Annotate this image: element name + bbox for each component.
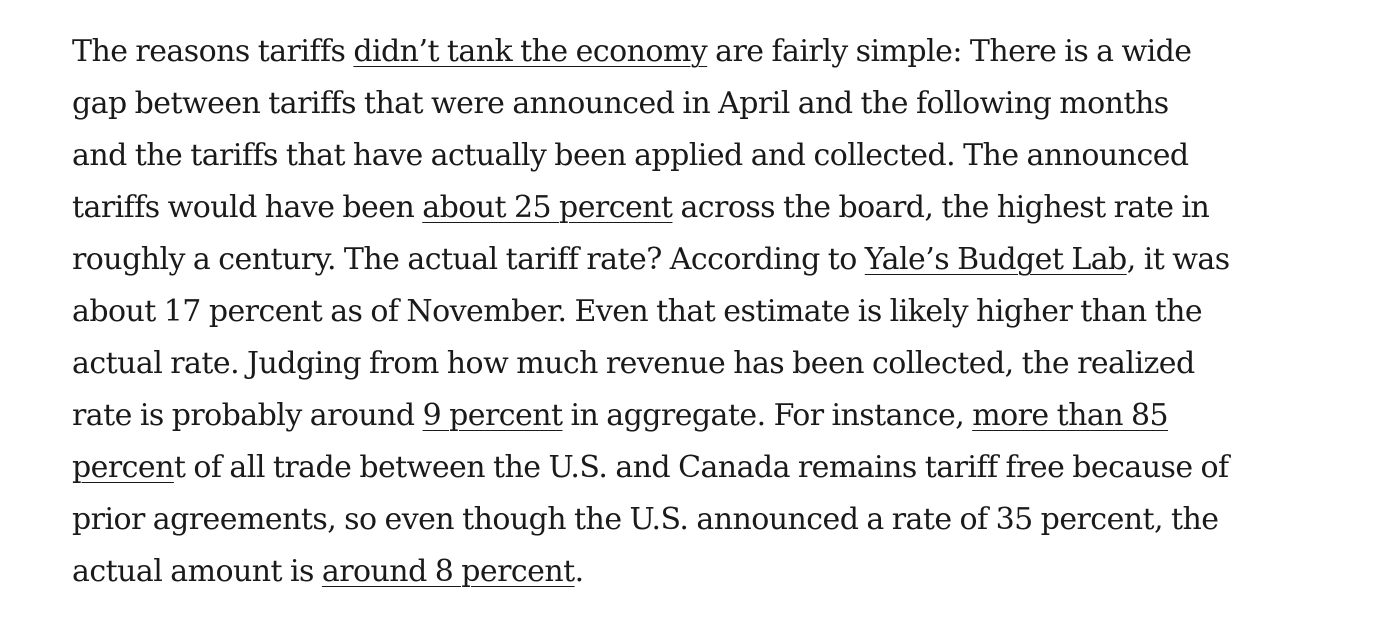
text-run: prior agreements, so even though the U.S…	[72, 502, 1219, 537]
text-run: t of all trade between the U.S. and Cana…	[173, 450, 1229, 485]
link-9-percent[interactable]: 9 percent	[422, 398, 563, 433]
text-run: across the board, the highest rate in	[672, 190, 1210, 225]
text-run: gap between tariffs that were announced …	[72, 86, 1169, 121]
paragraph: The reasons tariffs didn’t tank the econ…	[72, 26, 1328, 598]
text-run: in aggregate. For instance,	[562, 398, 973, 433]
text-run: roughly a century. The actual tariff rat…	[72, 242, 865, 277]
text-run: .	[574, 554, 585, 589]
text-run: The reasons tariffs	[72, 34, 354, 69]
link-more-than-85-percent-continued[interactable]: percen	[72, 450, 174, 485]
text-run: are fairly simple: There is a wide	[707, 34, 1192, 69]
text-line-7: actual rate. Judging from how much reven…	[72, 338, 1328, 390]
text-run: actual rate. Judging from how much reven…	[72, 346, 1195, 381]
text-line-8: rate is probably around 9 percent in agg…	[72, 390, 1328, 442]
link-yales-budget-lab[interactable]: Yale’s Budget Lab	[864, 242, 1128, 277]
text-run: actual amount is	[72, 554, 322, 589]
link-didnt-tank-economy[interactable]: didn’t tank the economy	[353, 34, 708, 69]
text-line-9: percent of all trade between the U.S. an…	[72, 442, 1328, 494]
link-about-25-percent[interactable]: about 25 percent	[422, 190, 673, 225]
text-line-6: about 17 percent as of November. Even th…	[72, 286, 1328, 338]
text-line-10: prior agreements, so even though the U.S…	[72, 494, 1328, 546]
text-run: about 17 percent as of November. Even th…	[72, 294, 1203, 329]
text-run: , it was	[1126, 242, 1230, 277]
text-line-3: and the tariffs that have actually been …	[72, 130, 1328, 182]
link-more-than-85-percent[interactable]: more than 85	[972, 398, 1169, 433]
text-run: tariffs would have been	[72, 190, 423, 225]
text-run: rate is probably around	[72, 398, 423, 433]
article-body: The reasons tariffs didn’t tank the econ…	[72, 26, 1328, 598]
text-line-4: tariffs would have been about 25 percent…	[72, 182, 1328, 234]
text-line-11: actual amount is around 8 percent.	[72, 546, 1328, 598]
text-line-5: roughly a century. The actual tariff rat…	[72, 234, 1328, 286]
link-around-8-percent[interactable]: around 8 percent	[321, 554, 575, 589]
text-run: and the tariffs that have actually been …	[72, 138, 1189, 173]
text-line-1: The reasons tariffs didn’t tank the econ…	[72, 26, 1328, 78]
text-line-2: gap between tariffs that were announced …	[72, 78, 1328, 130]
